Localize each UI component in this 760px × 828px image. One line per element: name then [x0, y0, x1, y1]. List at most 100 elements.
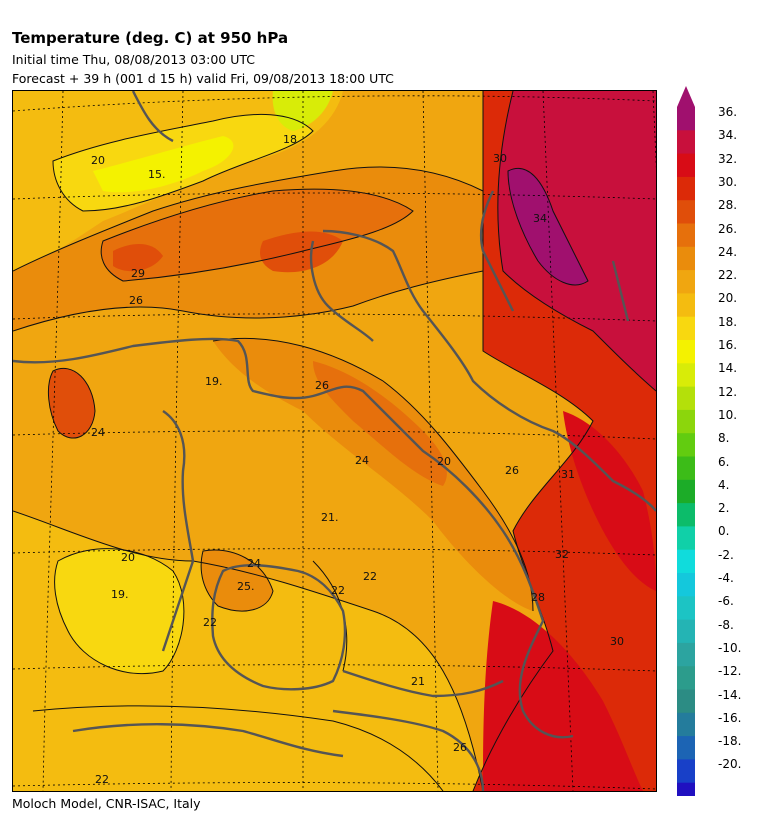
colorbar-segment: [677, 596, 695, 621]
contour-label: 22: [95, 773, 109, 786]
field-28-30-alps: [260, 231, 343, 273]
contour-label: 19.: [205, 375, 223, 388]
contour-label: 25.: [237, 580, 255, 593]
colorbar-segment: [677, 689, 695, 714]
colorbar-segment: [677, 736, 695, 760]
colorbar-tick-label: -18.: [718, 734, 742, 749]
coastlines: [13, 91, 656, 791]
field-18-20-south: [54, 548, 184, 674]
temperature-map[interactable]: 20 18 15. 30 34 29 26 19. 26 24 24 20 26…: [12, 90, 657, 792]
colorbar-tick-label: 36.: [718, 105, 738, 119]
contour-label: 21.: [321, 511, 339, 524]
colorbar-segment: [677, 666, 695, 690]
colorbar-segment: [677, 642, 695, 667]
contour-label: 20: [437, 455, 451, 468]
contour-label: 30: [493, 152, 507, 165]
colorbar-tick-label: 2.: [718, 501, 730, 516]
colorbar-tick-label: 10.: [718, 407, 738, 422]
colorbar-segment: [677, 130, 695, 155]
field-34-36: [508, 168, 588, 285]
colorbar-tick-label: 12.: [718, 384, 738, 399]
colorbar-tick-label: 34.: [718, 128, 738, 143]
field-26-28: [101, 189, 414, 281]
field-32-34: [497, 91, 656, 391]
colorbar-segment: [677, 503, 695, 527]
colorbar-tick-label: 4.: [718, 477, 730, 492]
colorbar-tick-label: -2.: [718, 547, 734, 562]
colorbar-segment: [677, 782, 695, 796]
colorbar-tick-label: 22.: [718, 268, 738, 283]
contour-label: 30: [610, 635, 624, 648]
colorbar-segments: [677, 86, 695, 796]
colorbar-segment: [677, 456, 695, 481]
field-16-18: [93, 136, 234, 193]
colorbar-tick-label: 20.: [718, 291, 738, 306]
colorbar-segment: [677, 409, 695, 434]
colorbar-segment: [677, 107, 695, 131]
colorbar-tick-label: 26.: [718, 221, 738, 236]
colorbar-tick-label: -12.: [718, 664, 742, 679]
contour-label: 20: [121, 551, 135, 564]
colorbar-segment: [677, 526, 695, 551]
field-32-34-south-east: [483, 601, 643, 791]
contour-label: 20: [91, 154, 105, 167]
contour-label: 29: [131, 267, 145, 280]
field-24-26-italy: [213, 338, 533, 611]
colorbar-segment: [677, 223, 695, 248]
forecast-validity-label: Forecast + 39 h (001 d 15 h) valid Fri, …: [12, 71, 394, 86]
colorbar-segment: [677, 176, 695, 201]
colorbar-segment: [677, 246, 695, 271]
field-26-28-italy: [313, 361, 447, 486]
isotherm-contours: [13, 91, 656, 791]
contour-label: 24: [91, 426, 105, 439]
colorbar-segment: [677, 433, 695, 457]
colorbar-tick-label: 28.: [718, 198, 738, 213]
colorbar-tick-label: 0.: [718, 524, 730, 539]
contour-labels: 20 18 15. 30 34 29 26 19. 26 24 24 20 26…: [91, 133, 624, 786]
colorbar-segment: [677, 363, 695, 388]
model-credit: Moloch Model, CNR-ISAC, Italy: [12, 796, 201, 811]
contour-label: 26: [129, 294, 143, 307]
contour-label: 26: [453, 741, 467, 754]
contour-label: 21: [411, 675, 425, 688]
contour-label: 34: [533, 212, 547, 225]
colorbar-segment: [677, 619, 695, 644]
contour-label: 24: [247, 557, 261, 570]
contour-label: 26: [505, 464, 519, 477]
colorbar-tick-label: -14.: [718, 687, 742, 702]
colorbar-max-arrow: [677, 86, 695, 107]
colorbar-tick-label: 32.: [718, 151, 738, 166]
colorbar-tick-label: -6.: [718, 594, 734, 609]
colorbar-segment: [677, 712, 695, 737]
colorbar-tick-label: -16.: [718, 710, 742, 725]
colorbar-tick-label: 16.: [718, 338, 738, 352]
initial-time-label: Initial time Thu, 08/08/2013 03:00 UTC: [12, 52, 255, 67]
contour-label: 32: [555, 548, 569, 561]
contour-label: 22: [363, 570, 377, 583]
colorbar-segment: [677, 759, 695, 784]
colorbar-segment: [677, 386, 695, 411]
contour-label: 26: [315, 379, 329, 392]
colorbar-segment: [677, 549, 695, 574]
field-28-30-west: [113, 244, 163, 272]
colorbar: [677, 86, 695, 796]
colorbar-tick-label: 8.: [718, 431, 730, 446]
field-28-30-bay: [48, 368, 95, 439]
colorbar-tick-label: -4.: [718, 571, 734, 585]
colorbar-tick-label: 24.: [718, 244, 738, 259]
colorbar-segment: [677, 573, 695, 597]
colorbar-tick-label: 6.: [718, 454, 730, 469]
colorbar-segment: [677, 340, 695, 364]
chart-title: Temperature (deg. C) at 950 hPa: [12, 29, 289, 47]
colorbar-segment: [677, 316, 695, 341]
colorbar-tick-label: -10.: [718, 640, 742, 655]
contour-label: 22: [331, 584, 345, 597]
colorbar-tick-label: 18.: [718, 314, 738, 329]
contour-label: 28: [531, 591, 545, 604]
contour-label: 18: [283, 133, 297, 146]
colorbar-tick-label: -8.: [718, 617, 734, 632]
colorbar-segment: [677, 270, 695, 294]
colorbar-segment: [677, 479, 695, 504]
colorbar-tick-label: -20.: [718, 757, 742, 772]
temperature-field: 20 18 15. 30 34 29 26 19. 26 24 24 20 26…: [13, 91, 656, 791]
